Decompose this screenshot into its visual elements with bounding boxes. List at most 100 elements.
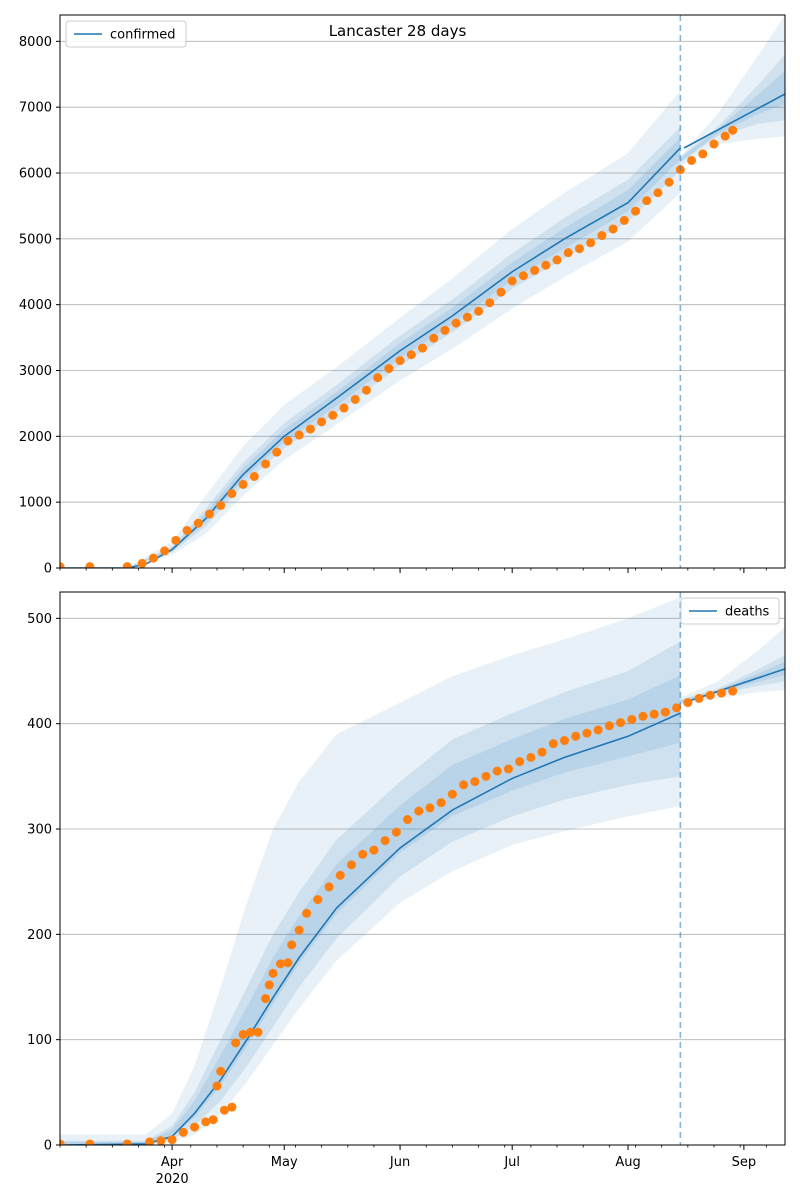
outer-band xyxy=(680,15,785,167)
forecast-line xyxy=(683,93,785,149)
legend-box xyxy=(65,20,187,48)
observed-point xyxy=(85,1139,95,1145)
observed-point xyxy=(604,721,614,731)
observed-point xyxy=(324,882,334,892)
chart-title: Lancaster 28 days xyxy=(329,22,467,40)
observed-point xyxy=(160,546,170,556)
observed-point xyxy=(238,479,248,489)
observed-point xyxy=(627,714,637,724)
observed-point xyxy=(85,562,95,568)
model-line xyxy=(60,712,681,1145)
observed-point xyxy=(231,1038,241,1048)
observed-point xyxy=(302,908,312,918)
observed-point xyxy=(283,436,293,446)
observed-point xyxy=(212,1081,222,1091)
observed-point xyxy=(264,980,274,990)
observed-point xyxy=(148,553,158,563)
observed-point xyxy=(608,224,618,234)
observed-point xyxy=(261,459,271,469)
observed-point xyxy=(317,417,327,427)
y-tick-label: 100 xyxy=(27,1033,52,1048)
observed-point xyxy=(238,1029,248,1039)
inner-band xyxy=(60,641,681,1145)
observed-point xyxy=(560,736,570,746)
observed-point xyxy=(283,958,293,968)
observed-point xyxy=(526,752,536,762)
observed-point xyxy=(193,518,203,528)
observed-point xyxy=(403,815,413,825)
observed-point xyxy=(616,718,626,728)
y-tick-label: 0 xyxy=(44,1139,52,1154)
x-tick-label: Aug xyxy=(615,1155,640,1170)
observed-point xyxy=(418,343,427,353)
x-tick-label: Jun xyxy=(389,1155,410,1170)
observed-point xyxy=(586,238,596,248)
observed-point xyxy=(492,766,502,776)
observed-point xyxy=(664,177,674,187)
observed-point xyxy=(716,688,726,698)
observed-point xyxy=(227,1102,237,1112)
x-tick-label: Jul xyxy=(503,1155,520,1170)
observed-point xyxy=(709,139,719,149)
x-tick-label: Sep xyxy=(732,1155,757,1170)
y-tick-label: 5000 xyxy=(19,232,52,247)
legend-label: confirmed xyxy=(110,28,176,43)
observed-point xyxy=(503,764,513,774)
model-line xyxy=(60,147,681,568)
observed-point xyxy=(597,231,607,241)
inner-band xyxy=(680,655,785,704)
confirmed-panel: 0 1000 2000 3000 4000 5000 6000 7000 8000 Lancast… xyxy=(19,14,786,577)
observed-point xyxy=(552,255,562,265)
observed-point xyxy=(459,780,469,790)
observed-point xyxy=(287,940,297,950)
plot-area xyxy=(60,15,785,568)
axes-frame xyxy=(59,591,786,1146)
observed-point xyxy=(60,562,65,568)
observed-point xyxy=(391,827,401,837)
observed-point xyxy=(156,1136,166,1145)
y-tick-label: 1000 xyxy=(19,496,52,511)
observed-point xyxy=(60,1139,65,1145)
observed-point xyxy=(649,709,659,719)
observed-point xyxy=(474,306,484,316)
observed-point xyxy=(395,356,405,366)
observed-point xyxy=(414,806,424,816)
outer-band xyxy=(680,626,785,705)
observed-point xyxy=(481,771,491,781)
observed-point xyxy=(339,403,349,413)
observed-point xyxy=(440,325,450,335)
observed-point xyxy=(350,394,360,404)
observed-point xyxy=(261,994,271,1004)
legend-box xyxy=(680,597,780,625)
observed-point xyxy=(268,968,278,978)
observed-point xyxy=(294,925,304,935)
observed-point xyxy=(496,287,506,297)
observed-point xyxy=(201,1117,211,1127)
observed-point xyxy=(373,373,383,383)
observed-point xyxy=(294,430,304,440)
observed-point xyxy=(705,690,715,700)
observed-point xyxy=(642,196,652,206)
y-tick-label: 500 xyxy=(27,612,52,627)
observed-point xyxy=(167,1135,177,1145)
core-band xyxy=(680,70,785,162)
observed-point xyxy=(246,1027,256,1037)
observed-point xyxy=(171,535,181,545)
x-tick-label: May xyxy=(271,1155,298,1170)
y-tick-label: 3000 xyxy=(19,364,52,379)
observed-point xyxy=(406,350,416,360)
observed-point xyxy=(462,312,472,322)
observed-point xyxy=(470,777,480,787)
observed-point xyxy=(571,731,581,741)
x-tick-sublabel: 2020 xyxy=(156,1172,189,1187)
observed-point xyxy=(447,789,457,799)
observed-point xyxy=(253,1027,263,1037)
observed-point xyxy=(227,489,237,499)
observed-point xyxy=(380,836,390,846)
observed-point xyxy=(182,525,192,535)
observed-point xyxy=(518,271,528,281)
observed-point xyxy=(328,410,338,420)
observed-point xyxy=(683,698,693,708)
observed-point xyxy=(122,1139,132,1145)
observed-point xyxy=(541,260,551,270)
